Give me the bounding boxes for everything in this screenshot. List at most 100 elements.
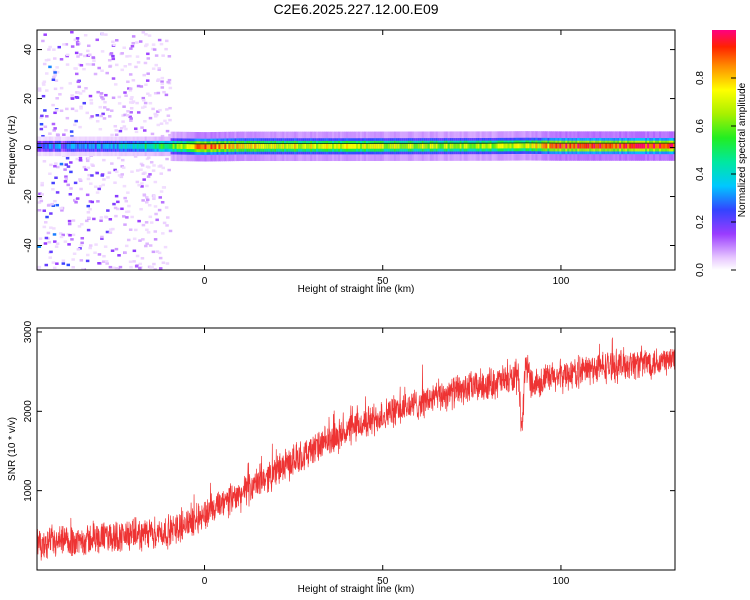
spectrogram-cell [441, 143, 445, 149]
spectrogram-cell [363, 143, 367, 149]
spectrogram-cell [84, 87, 88, 90]
spectrogram-cell [157, 208, 162, 212]
spectrogram-cell [98, 185, 103, 188]
snr-x-tick-label: 100 [553, 576, 570, 587]
spectrogram-cell [125, 114, 130, 117]
spectrogram-cell [156, 110, 160, 113]
spectrogram-cell [487, 143, 491, 149]
spectrogram-cell [62, 143, 66, 149]
spectrogram-cell [367, 143, 371, 149]
colorbar-tick-label: 0.0 [695, 263, 706, 277]
spectrogram-cell [649, 143, 652, 149]
spectrogram-cell [53, 111, 57, 115]
spectrogram-cell [569, 143, 572, 149]
spectrogram-cell [411, 143, 415, 149]
spectrogram-cell [145, 184, 149, 188]
spectrogram-cell [78, 143, 82, 149]
spectrogram-cell [63, 168, 67, 171]
spectrogram-cell [164, 143, 168, 149]
spectrogram-cell [541, 143, 545, 149]
spectrogram-cell [118, 143, 122, 149]
spectrogram-cell [214, 144, 218, 150]
spectrogram-cell [47, 240, 52, 244]
spectrogram-cell [51, 261, 56, 264]
spectrogram-cell [100, 237, 104, 240]
spectrogram-cell [373, 143, 377, 149]
spectrogram-cell [145, 79, 150, 82]
spectrogram-cell [77, 63, 82, 66]
spectrogram-cell [129, 265, 133, 269]
spectrogram-cell [74, 72, 79, 76]
spectrogram-cell [59, 86, 64, 90]
spectrogram-cell [100, 32, 105, 36]
spectrogram-cell [136, 84, 141, 88]
spectrogram-cell [218, 144, 222, 150]
spectrogram-cell [76, 80, 81, 84]
spectrogram-cell [70, 30, 74, 34]
spectrogram-cell [43, 33, 47, 36]
spectrogram-cell [161, 186, 166, 189]
spectrogram-cell [294, 143, 297, 149]
spectrogram-cell [135, 55, 140, 58]
spectrogram-cell [132, 237, 137, 241]
spectrogram-y-tick-label: -40 [23, 238, 34, 253]
spectrogram-cell [120, 207, 124, 211]
spectrogram-cell [52, 233, 57, 236]
spectrogram-cell [529, 143, 533, 149]
spectrogram-cell [147, 156, 151, 159]
spectrogram-cell [90, 174, 94, 177]
spectrogram-cell [101, 260, 106, 263]
spectrogram-cell [69, 130, 74, 133]
spectrogram-cell [64, 43, 69, 46]
spectrogram-cell [37, 245, 42, 248]
spectrogram-cell [143, 119, 147, 123]
spectrogram-cell [104, 260, 109, 263]
spectrogram-cell [74, 143, 78, 149]
spectrogram-cell [94, 143, 98, 149]
spectrogram-cell [168, 133, 172, 137]
spectrogram-cell [86, 253, 90, 257]
spectrogram-frame [36, 29, 676, 271]
spectrogram-cell [109, 109, 114, 112]
spectrogram-cell [157, 38, 162, 42]
spectrogram-cell [399, 143, 403, 149]
spectrogram-cell [154, 143, 158, 149]
spectrogram-cell [184, 144, 188, 149]
spectrogram-cell [144, 143, 148, 149]
spectrogram-cell [521, 143, 525, 149]
spectrogram-cell [143, 44, 148, 48]
spectrogram-cell [168, 229, 173, 233]
spectrogram-cell [65, 156, 70, 160]
spectrogram-cell [113, 83, 118, 86]
spectrogram-cell [579, 143, 582, 149]
spectrogram-cell [135, 101, 139, 105]
spectrogram-cell [154, 63, 159, 67]
spectrogram-cell [499, 143, 503, 149]
spectrogram-cell [122, 125, 127, 128]
spectrogram-cell [75, 38, 79, 41]
spectrogram-cell [66, 53, 70, 57]
spectrogram-cell [102, 178, 106, 181]
spectrogram-cell [86, 177, 91, 181]
spectrogram-cell [527, 143, 531, 149]
spectrogram-cell [128, 89, 133, 92]
spectrogram-cell [153, 238, 158, 241]
spectrogram-cell [270, 143, 273, 149]
spectrogram-cell [106, 143, 110, 149]
spectrogram-cell [73, 38, 78, 42]
spectrogram-cell [101, 97, 105, 101]
spectrogram-cell [75, 43, 80, 46]
spectrogram-cell [41, 39, 45, 43]
spectrogram-cell [51, 181, 55, 185]
spectrogram-cell [161, 232, 165, 235]
spectrogram-cell [621, 143, 624, 149]
spectrogram-cell [107, 115, 112, 118]
spectrogram-cell [53, 240, 57, 243]
colorbar-label: Normalized spectral amplitude [737, 82, 748, 217]
spectrogram-cell [53, 164, 57, 168]
spectrogram-cell [457, 143, 461, 149]
spectrogram-cell [154, 54, 159, 57]
spectrogram-cell [122, 46, 126, 49]
spectrogram-cell [132, 260, 136, 263]
spectrogram-cell [88, 116, 93, 120]
